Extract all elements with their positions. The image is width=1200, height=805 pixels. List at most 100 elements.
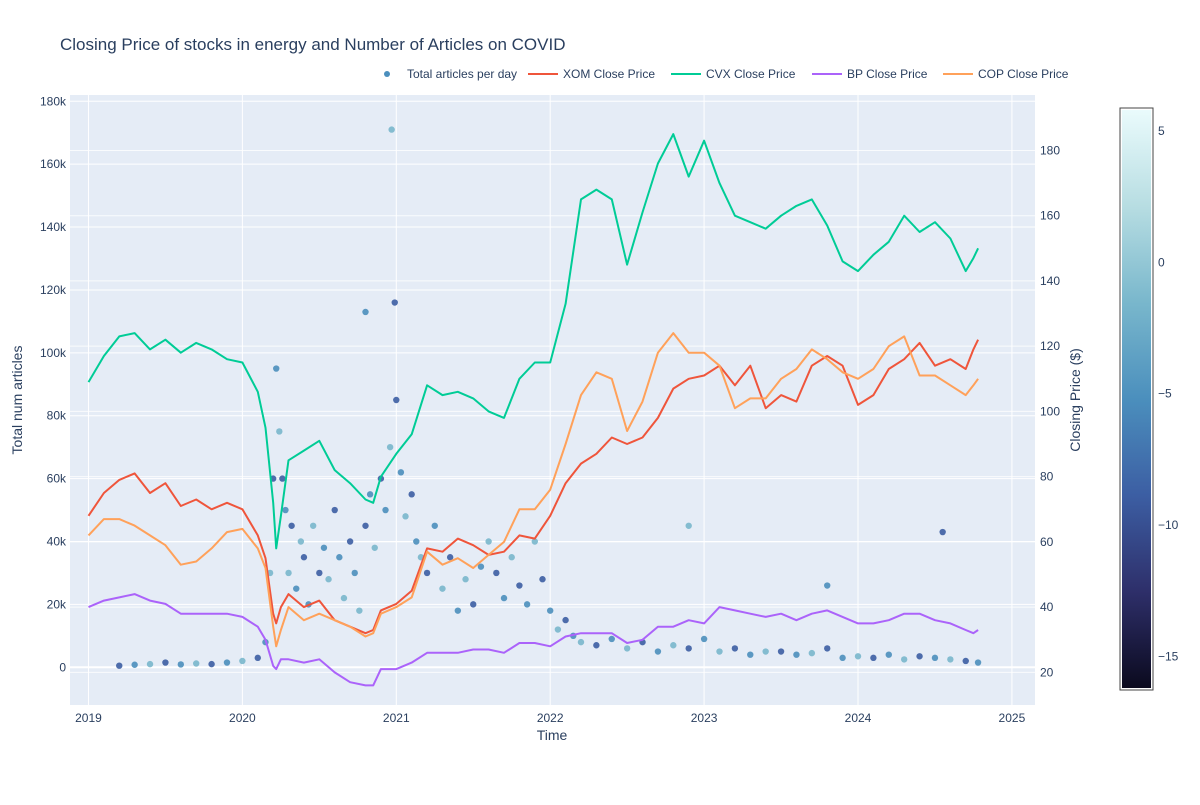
x-axis: 2019 2020 2021 2022 2023 2024 2025: [75, 711, 1025, 725]
legend-item: CVX Close Price: [671, 67, 796, 81]
scatter-point: [439, 585, 446, 592]
scatter-point: [470, 601, 477, 608]
scatter-point: [331, 506, 338, 514]
scatter-point: [336, 554, 343, 561]
y2-tick-label: 80: [1040, 470, 1054, 484]
series-line-bp: [88, 593, 979, 687]
scatter-point: [340, 594, 348, 602]
scatter-layer: [116, 126, 982, 669]
scatter-point: [562, 616, 569, 624]
scatter-point: [931, 654, 939, 662]
scatter-point: [397, 469, 405, 476]
scatter-point: [577, 638, 585, 646]
scatter-point: [177, 661, 185, 668]
scatter-point: [885, 651, 892, 658]
scatter-point: [276, 428, 283, 435]
scatter-point: [508, 554, 515, 561]
scatter-point: [477, 563, 485, 570]
scatter-point: [391, 299, 398, 306]
scatter-point: [623, 645, 631, 652]
scatter-point: [351, 569, 358, 577]
scatter-point: [282, 506, 289, 514]
scatter-point: [747, 651, 754, 658]
scatter-point: [793, 651, 800, 658]
scatter-point: [808, 649, 816, 657]
scatter-point: [239, 657, 246, 665]
legend-label: XOM Close Price: [563, 67, 655, 81]
y2-tick-label: 20: [1040, 665, 1054, 679]
legend-item: XOM Close Price: [528, 67, 655, 81]
scatter-point: [309, 522, 317, 529]
scatter-point: [762, 648, 769, 655]
scatter-point: [325, 576, 332, 583]
scatter-point: [408, 491, 415, 498]
y2-tick-label: 100: [1040, 404, 1060, 418]
scatter-point: [516, 582, 523, 589]
y-tick-label: 140k: [40, 220, 67, 234]
scatter-point: [608, 635, 615, 643]
colorbar-tick-label: 5: [1158, 124, 1165, 138]
y-tick-label: 100k: [40, 346, 67, 360]
scatter-point: [146, 660, 154, 668]
scatter-point: [539, 576, 546, 583]
scatter-point: [293, 585, 300, 592]
scatter-point: [870, 654, 877, 662]
scatter-point: [531, 538, 539, 545]
y2-axis-title: Closing Price ($): [1067, 348, 1083, 451]
scatter-point: [654, 648, 662, 655]
series-line-xom: [87, 339, 979, 635]
scatter-point: [162, 659, 169, 666]
scatter-point: [388, 126, 395, 133]
legend-item: BP Close Price: [812, 67, 928, 81]
scatter-point: [300, 554, 308, 561]
scatter-point: [431, 522, 438, 529]
legend-item: Total articles per day: [384, 67, 517, 81]
y2-tick-label: 180: [1040, 143, 1060, 157]
scatter-point: [716, 648, 723, 655]
lines-layer: [87, 133, 980, 687]
y-tick-label: 20k: [47, 597, 67, 611]
scatter-point: [685, 645, 692, 652]
scatter-point: [824, 582, 831, 589]
scatter-point: [371, 544, 378, 551]
x-tick-label: 2020: [229, 711, 256, 725]
scatter-point: [273, 365, 280, 372]
colorbar-tick-label: −10: [1158, 518, 1179, 532]
scatter-point: [854, 653, 862, 660]
scatter-point: [362, 308, 369, 316]
y-tick-label: 160k: [40, 157, 67, 171]
scatter-point: [554, 626, 562, 633]
scatter-point: [288, 522, 295, 529]
scatter-point: [824, 645, 831, 652]
scatter-point: [316, 569, 323, 577]
y-tick-label: 40k: [47, 534, 67, 548]
scatter-point: [685, 522, 692, 529]
x-tick-label: 2025: [999, 711, 1026, 725]
y-tick-label: 120k: [40, 283, 67, 297]
colorbar-tick-label: 0: [1158, 255, 1165, 269]
y2-tick-label: 160: [1040, 209, 1060, 223]
scatter-point: [462, 576, 469, 583]
y-axis-right: 20 40 60 80 100 120 140 160 180: [1040, 143, 1060, 679]
scatter-point: [777, 648, 785, 655]
series-line-cop: [87, 332, 979, 648]
colorbar-tick-label: −15: [1158, 649, 1179, 663]
scatter-point: [962, 657, 969, 665]
scatter-point: [500, 594, 508, 602]
y-axis-left: 0 20k 40k 60k 80k 100k 120k 140k 160k 180k: [40, 94, 67, 674]
legend-label: Total articles per day: [407, 67, 517, 81]
scatter-point: [413, 538, 420, 545]
scatter-point: [279, 475, 286, 482]
scatter-point: [382, 506, 389, 514]
y2-tick-label: 60: [1040, 535, 1054, 549]
x-tick-label: 2023: [691, 711, 718, 725]
series-line-cvx: [87, 133, 980, 550]
scatter-point: [254, 654, 261, 662]
y-tick-label: 80k: [47, 409, 67, 423]
y2-tick-label: 120: [1040, 339, 1060, 353]
scatter-point: [493, 569, 500, 577]
scatter-point: [386, 443, 394, 451]
colorbar-gradient: [1122, 110, 1151, 688]
